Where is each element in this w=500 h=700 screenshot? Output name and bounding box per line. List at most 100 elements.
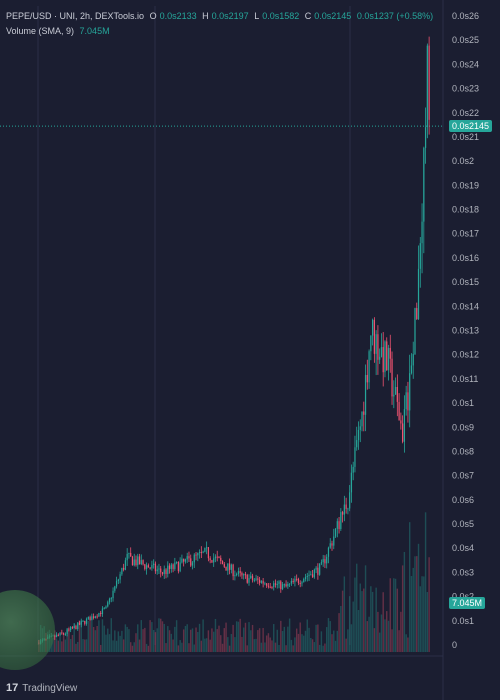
- volume-bar: [131, 645, 134, 652]
- volume-bar: [165, 643, 167, 652]
- symbol-label[interactable]: PEPE/USD · UNI, 2h, DEXTools.io: [6, 11, 145, 21]
- volume-bar: [288, 618, 291, 652]
- volume-bar: [228, 645, 231, 652]
- volume-bar: [85, 639, 88, 652]
- candle-body: [304, 576, 307, 580]
- candle-body: [234, 575, 236, 577]
- volume-bar: [382, 592, 384, 652]
- candle-body: [211, 560, 213, 563]
- volume-bar: [377, 611, 379, 652]
- grid: [0, 0, 444, 700]
- candle-body: [349, 492, 351, 509]
- candle-body: [165, 569, 167, 575]
- volume-bar: [142, 629, 144, 652]
- candle-body: [303, 579, 305, 583]
- candle-body: [409, 373, 411, 411]
- candle-body: [124, 560, 127, 570]
- volume-bar: [80, 620, 82, 652]
- candle-body: [158, 568, 160, 570]
- volume-bar: [101, 619, 104, 652]
- volume-bar: [182, 629, 185, 652]
- volume-bar: [356, 563, 358, 652]
- volume-bar: [52, 637, 54, 652]
- candle-body: [251, 575, 254, 580]
- volume-bar: [320, 631, 323, 652]
- candle-body: [340, 512, 342, 529]
- volume-bar: [290, 639, 293, 652]
- candle-body: [241, 572, 243, 576]
- volume-bar: [373, 628, 376, 652]
- volume-bar: [107, 628, 109, 652]
- volume-bar: [149, 620, 151, 652]
- volume-label[interactable]: Volume (SMA, 9): [6, 26, 75, 36]
- volume-bar: [313, 642, 316, 652]
- price-tick-label: 0.0s11: [452, 374, 478, 384]
- candle-body: [357, 429, 360, 441]
- volume-bar: [211, 628, 213, 652]
- volume-bar: [303, 635, 305, 652]
- volume-bar: [253, 639, 256, 652]
- volume-bar: [405, 634, 407, 652]
- volume-bar: [89, 620, 91, 652]
- volume-bar: [115, 640, 118, 652]
- candle-body: [313, 569, 315, 578]
- tradingview-mark-icon: 17: [6, 682, 19, 694]
- candle-body: [311, 574, 314, 578]
- price-tick-label: 0.0s15: [452, 277, 479, 287]
- candle-body: [333, 536, 335, 546]
- candle-body: [407, 392, 409, 411]
- volume-bar: [232, 624, 234, 652]
- volume-bar: [239, 618, 241, 652]
- volume-bar: [137, 624, 139, 652]
- candle-body: [172, 564, 174, 569]
- volume-bar: [283, 626, 286, 652]
- candle-body: [181, 558, 183, 563]
- volume-bar: [160, 618, 162, 652]
- price-tick-label: 0.0s6: [452, 495, 474, 505]
- volume-bar: [310, 637, 312, 652]
- volume-bar: [370, 586, 372, 652]
- volume-bar: [216, 629, 218, 652]
- candle-body: [266, 583, 268, 586]
- volume-bar: [54, 630, 56, 652]
- volume-bar: [387, 620, 390, 652]
- price-tick-label: 0.0s7: [452, 471, 474, 481]
- volume-bar: [318, 644, 321, 652]
- candle-body: [285, 584, 287, 587]
- candle-body: [257, 578, 259, 580]
- volume-bar: [110, 618, 112, 652]
- candle-body: [61, 632, 63, 634]
- candle-body: [232, 564, 234, 577]
- candle-body: [121, 567, 123, 575]
- candle-body: [145, 565, 148, 569]
- candle-body: [202, 551, 204, 553]
- candle-body: [188, 556, 190, 559]
- volume-bar: [212, 631, 215, 652]
- candle-body: [91, 616, 93, 621]
- volume-bar: [71, 635, 74, 652]
- volume-bar: [363, 588, 365, 652]
- candle-body: [331, 543, 333, 546]
- price-tick-label: 0.0s1: [452, 398, 474, 408]
- volume-bar: [108, 634, 111, 652]
- candle-body: [294, 578, 296, 582]
- volume-bar: [59, 636, 61, 652]
- candle-body: [179, 562, 181, 572]
- volume-bar: [147, 645, 150, 652]
- candle-body: [126, 553, 128, 561]
- volume-bar: [315, 624, 317, 652]
- candle-body: [214, 556, 217, 559]
- volume-bar: [87, 620, 90, 652]
- volume-bar: [292, 645, 294, 652]
- volume-bar: [75, 643, 77, 652]
- volume-bar: [237, 621, 240, 652]
- candle-body: [324, 559, 326, 564]
- volume-bar: [172, 639, 174, 652]
- tradingview-logo[interactable]: 17 TradingView: [6, 682, 77, 694]
- candle-body: [170, 564, 172, 569]
- volume-bar: [202, 619, 204, 652]
- volume-bar: [220, 635, 222, 652]
- candle-body: [386, 341, 388, 371]
- candle-body: [345, 504, 347, 509]
